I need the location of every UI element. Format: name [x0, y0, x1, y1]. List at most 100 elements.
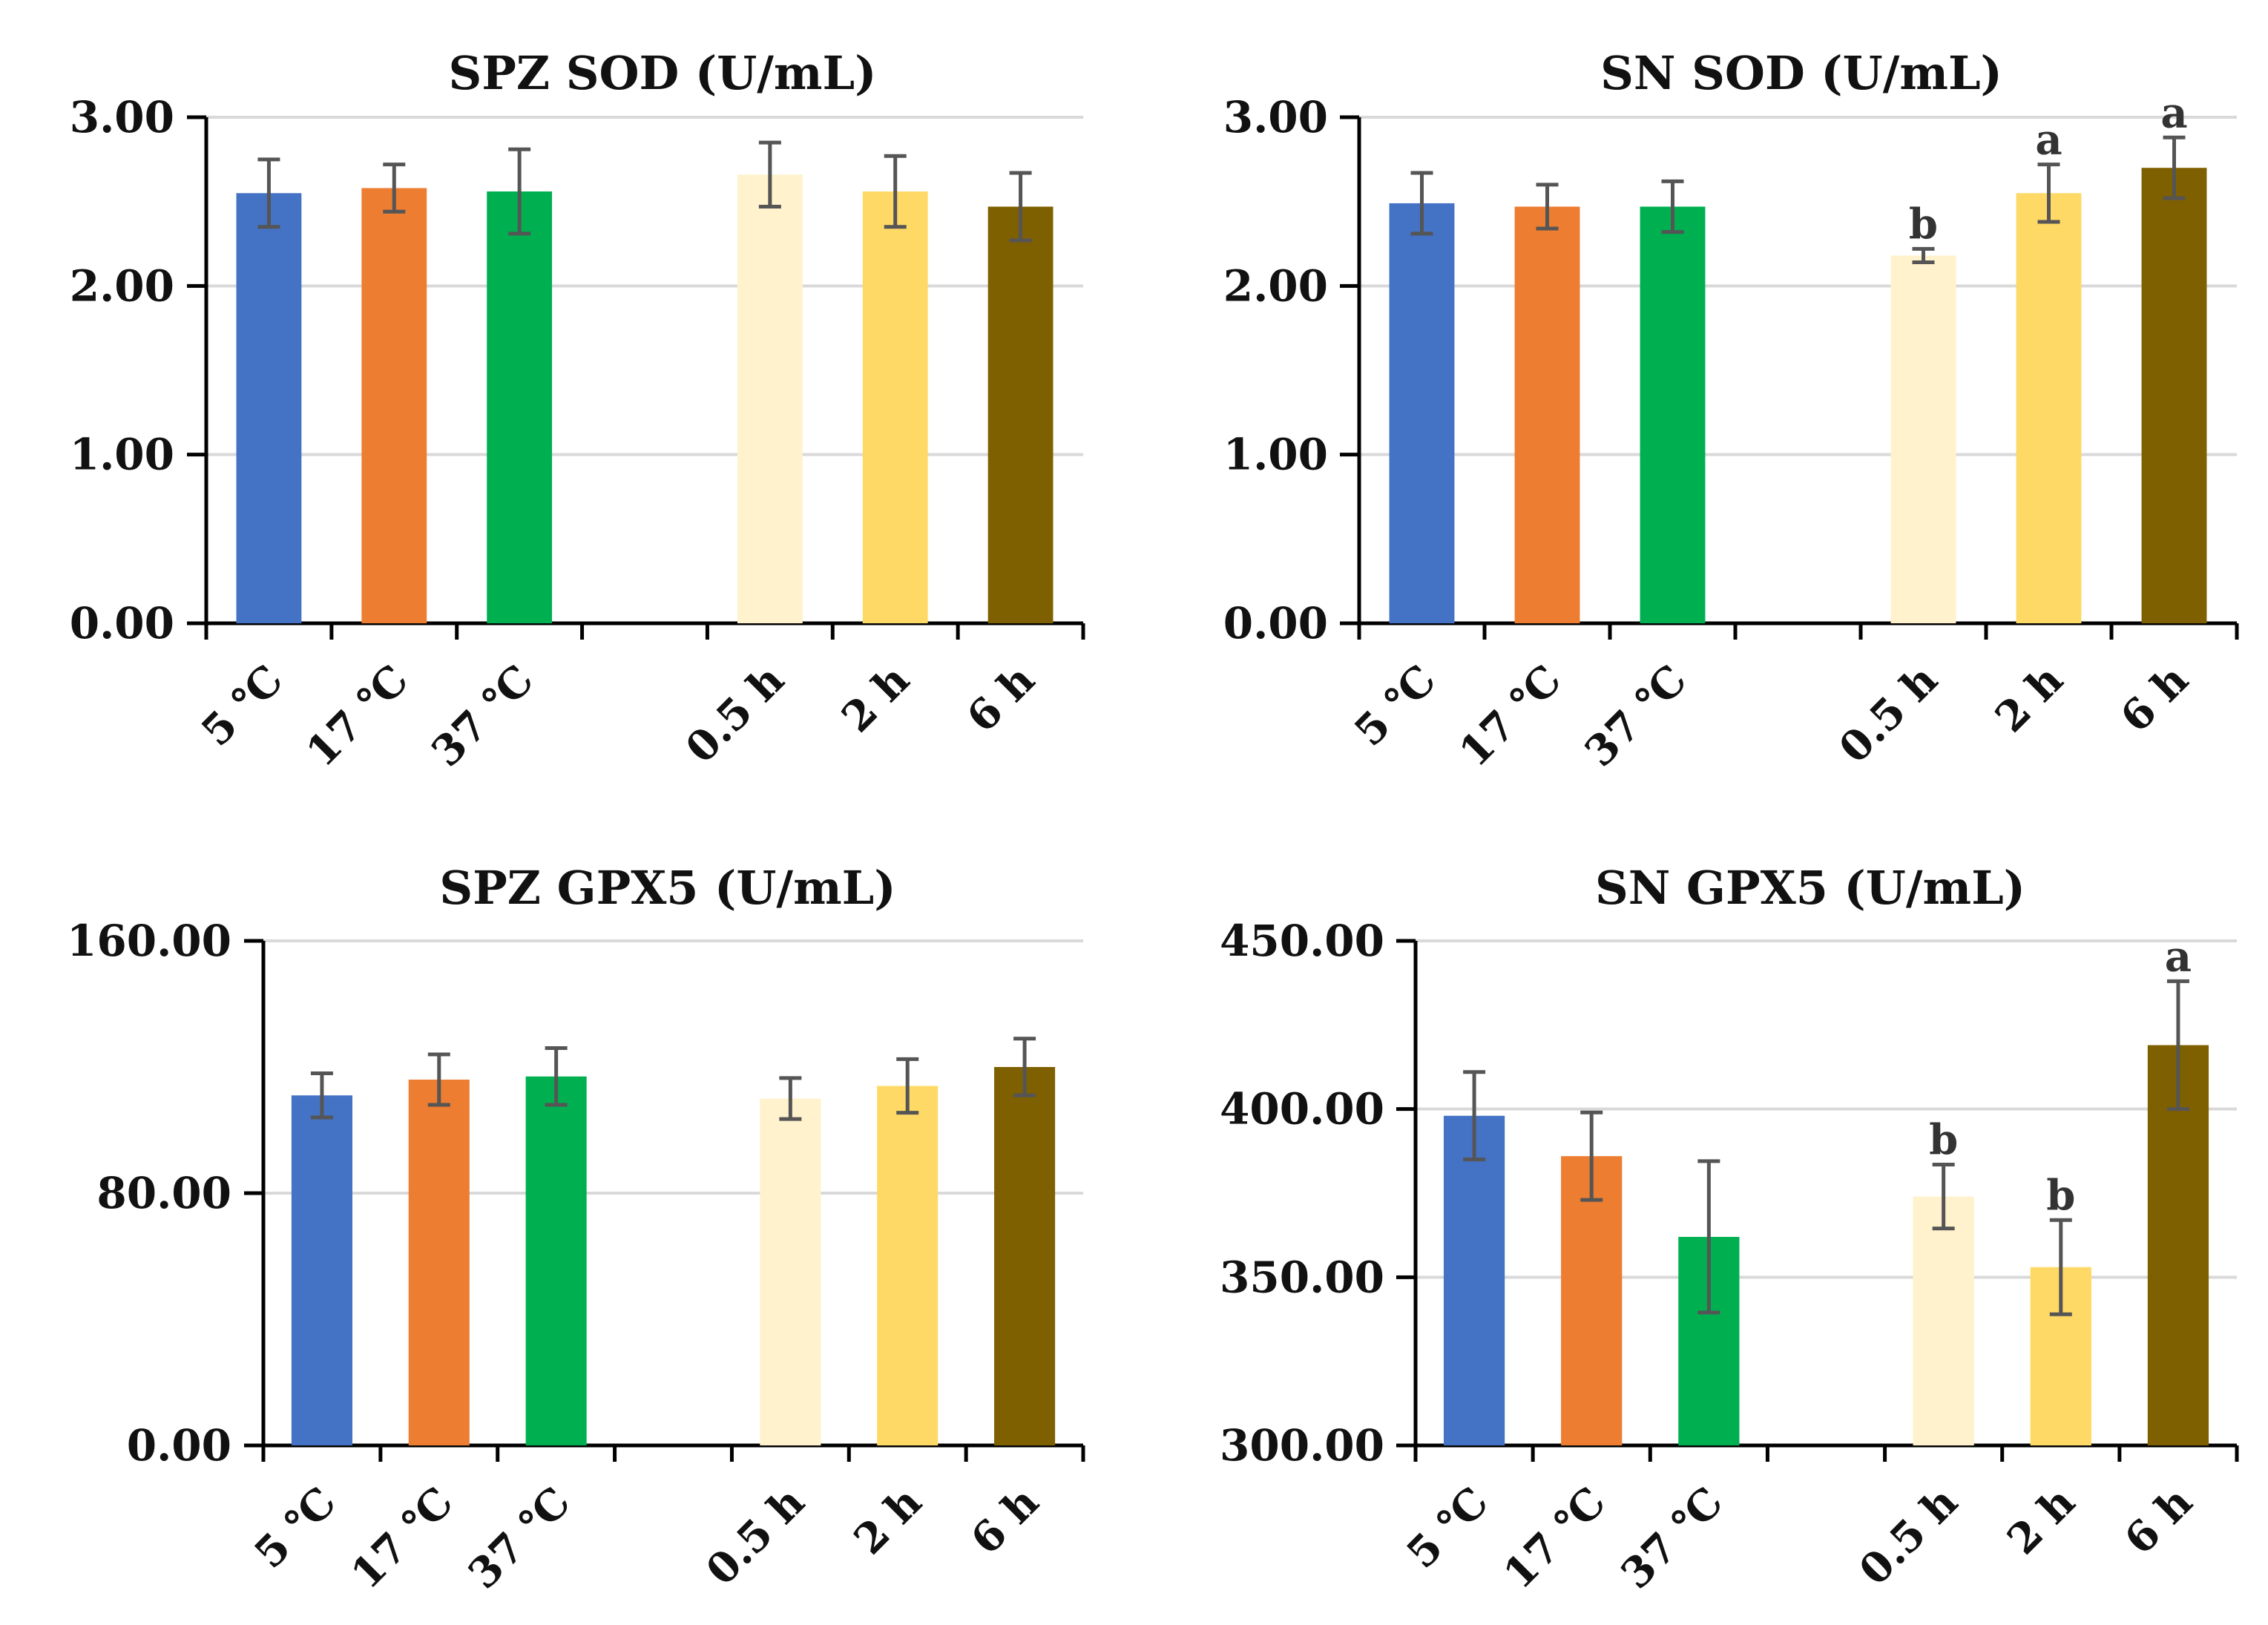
x-tick-label: 17 ℃	[342, 1477, 463, 1598]
bar-37	[1640, 206, 1706, 623]
y-tick-label: 300.00	[1220, 1420, 1384, 1471]
y-tick-label: 450.00	[1220, 916, 1384, 966]
bar-0-5-h	[737, 174, 803, 623]
x-tick-label: 2 h	[1998, 1477, 2085, 1564]
bar-0-5-h	[1913, 1196, 1974, 1445]
y-tick-label: 0.00	[70, 598, 174, 649]
x-tick-label: 17 ℃	[1494, 1477, 1615, 1598]
y-tick-label: 1.00	[70, 430, 174, 480]
significance-letter: a	[2160, 88, 2187, 137]
y-tick-label: 3.00	[70, 92, 174, 142]
bar-37	[525, 1076, 587, 1445]
chart-title: SN SOD (U/mL)	[1600, 46, 2002, 100]
chart-title: SN GPX5 (U/mL)	[1595, 861, 2025, 915]
x-tick-label: 37 ℃	[459, 1477, 580, 1598]
x-tick-label: 5 ℃	[192, 655, 292, 755]
chart-title: SPZ SOD (U/mL)	[449, 46, 877, 100]
x-tick-label: 0.5 h	[1850, 1477, 1967, 1595]
y-tick-label: 160.00	[67, 916, 231, 966]
error-bar-17	[1580, 1110, 1603, 1202]
bar-2-h	[862, 191, 928, 623]
error-bar-0-5-h	[779, 1076, 802, 1121]
significance-letter: b	[1929, 1115, 1958, 1164]
bar-6-h	[2147, 1045, 2209, 1445]
chart-spz-gpx5: SPZ GPX5 (U/mL) 0.00 80.00 160.00 5 ℃17 ℃37 …	[67, 861, 1085, 1598]
x-tick-label: 17 ℃	[1450, 655, 1571, 776]
error-bar-6-h	[1013, 1037, 1036, 1097]
error-bar-0-5-h	[1912, 246, 1935, 265]
error-bar-17	[1536, 183, 1559, 231]
bar-5	[1443, 1115, 1505, 1445]
x-tick-label: 37 ℃	[1611, 1477, 1732, 1598]
bar-17	[1561, 1156, 1623, 1445]
chart-sn-sod: SN SOD (U/mL) 0.00 1.00 2.00 3.00 5 ℃ 17 ℃ 37 ℃…	[1223, 46, 2239, 776]
error-bar-5	[257, 157, 280, 229]
error-bar-2-h	[896, 1057, 919, 1115]
bar-17	[408, 1080, 470, 1445]
x-tick-label: 0.5 h	[677, 655, 794, 772]
x-tick-label: 2 h	[1986, 655, 2073, 742]
significance-letter: a	[2165, 932, 2192, 981]
x-tick-label: 37 ℃	[422, 655, 543, 776]
error-bar-37	[1697, 1159, 1720, 1315]
error-bar-6-h	[1009, 171, 1032, 243]
bar-6-h	[994, 1067, 1056, 1445]
y-tick-label: 350.00	[1220, 1252, 1384, 1302]
error-bar-2-h	[884, 154, 907, 229]
bar-2-h	[877, 1086, 939, 1445]
significance-letter: a	[2035, 116, 2062, 165]
y-tick-label: 400.00	[1220, 1084, 1384, 1135]
x-tick-label: 6 h	[2115, 1477, 2202, 1564]
y-tick-label: 0.00	[1223, 598, 1328, 649]
bar-17	[361, 188, 427, 624]
bar-37	[487, 191, 553, 623]
error-bar-0-5-h	[1932, 1162, 1955, 1231]
error-bar-37	[1661, 179, 1684, 234]
bar-17	[1514, 206, 1580, 623]
y-tick-label: 0.00	[127, 1420, 231, 1471]
chart-sn-gpx5: SN GPX5 (U/mL) 300.00 350.00 400.00 450.00 5 …	[1220, 861, 2239, 1598]
y-tick-label: 80.00	[96, 1168, 231, 1218]
chart-spz-sod: SPZ SOD (U/mL) 0.00 1.00 2.00 3.00 5 ℃ 17 ℃ 37 …	[70, 46, 1085, 776]
x-tick-label: 5 ℃	[1345, 655, 1445, 755]
y-tick-label: 1.00	[1223, 430, 1328, 480]
error-bar-2-h	[2049, 1218, 2072, 1316]
x-tick-label: 17 ℃	[297, 655, 418, 776]
x-tick-label: 5 ℃	[1398, 1477, 1498, 1578]
error-bar-17	[383, 162, 406, 214]
significance-letter: b	[2046, 1171, 2075, 1220]
error-bar-5	[310, 1071, 333, 1120]
x-tick-label: 0.5 h	[697, 1477, 814, 1595]
bar-6-h	[987, 206, 1054, 623]
bar-2-h	[2016, 193, 2082, 623]
bar-5	[291, 1095, 352, 1445]
x-tick-label: 2 h	[844, 1477, 931, 1564]
error-bar-2-h	[2037, 162, 2060, 224]
bar-0-5-h	[1890, 255, 1956, 623]
x-tick-label: 37 ℃	[1575, 655, 1696, 776]
x-tick-label: 6 h	[962, 1477, 1048, 1564]
x-tick-label: 0.5 h	[1830, 655, 1947, 772]
error-bar-37	[545, 1046, 568, 1107]
x-tick-label: 5 ℃	[245, 1477, 345, 1578]
x-tick-label: 6 h	[958, 655, 1045, 742]
x-tick-label: 2 h	[832, 655, 919, 742]
y-tick-label: 3.00	[1223, 92, 1328, 142]
y-tick-label: 2.00	[1223, 260, 1328, 311]
error-bar-6-h	[2163, 135, 2186, 200]
error-bar-17	[427, 1052, 450, 1107]
error-bar-6-h	[2166, 979, 2189, 1112]
error-bar-5	[1410, 171, 1433, 236]
x-tick-label: 6 h	[2111, 655, 2198, 742]
bar-5	[236, 193, 302, 623]
y-tick-label: 2.00	[70, 260, 174, 311]
error-bar-0-5-h	[758, 140, 781, 209]
bar-5	[1389, 203, 1455, 623]
error-bar-5	[1463, 1070, 1486, 1162]
bar-0-5-h	[760, 1098, 821, 1445]
bar-6-h	[2141, 168, 2207, 623]
error-bar-37	[508, 147, 531, 236]
chart-title: SPZ GPX5 (U/mL)	[439, 861, 895, 915]
significance-letter: b	[1909, 200, 1938, 249]
